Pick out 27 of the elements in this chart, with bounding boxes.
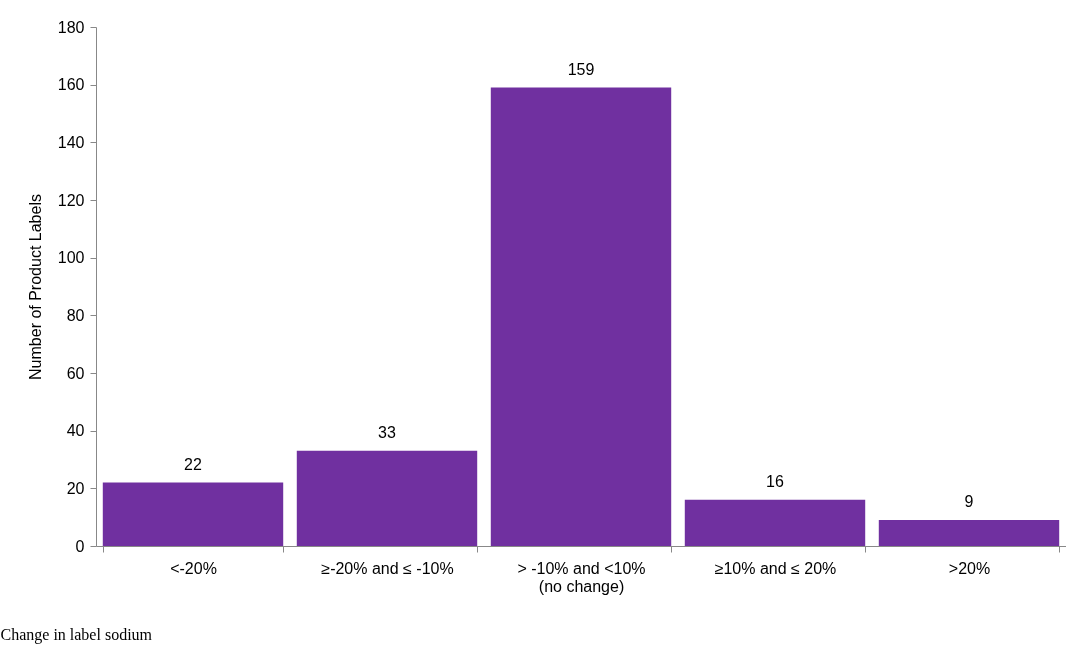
bar: [490, 87, 672, 546]
y-tick-label: 20: [66, 479, 85, 497]
y-tick-label: 120: [57, 191, 85, 209]
x-tick-label: > -10% and <10% (no change): [517, 559, 646, 595]
y-axis-title: Number of Product Labels: [26, 194, 44, 380]
data-label: 16: [766, 472, 784, 490]
bar: [296, 450, 478, 546]
data-label: 9: [964, 493, 974, 511]
x-tick-label: >20%: [948, 559, 991, 577]
bar: [102, 482, 284, 546]
data-label: 33: [378, 423, 396, 441]
y-tick-label: 140: [57, 133, 85, 151]
data-label: 22: [184, 455, 202, 473]
y-tick-label: 160: [57, 76, 85, 94]
y-tick-label: 100: [57, 249, 85, 267]
y-tick-label: 40: [66, 422, 85, 440]
x-tick-label: ≥10% and ≤ 20%: [714, 559, 837, 577]
y-tick-label: 60: [66, 364, 85, 382]
y-tick-label: 0: [75, 537, 85, 555]
x-tick-label: <-20%: [170, 559, 217, 577]
bar: [684, 499, 866, 546]
x-axis-title: Change in label sodium: [0, 625, 153, 644]
y-tick-label: 80: [66, 306, 85, 324]
x-tick-label: ≥-20% and ≤ -10%: [321, 559, 454, 577]
y-tick-label: 180: [57, 18, 85, 36]
data-label: 159: [567, 60, 595, 78]
bar: [878, 520, 1060, 546]
